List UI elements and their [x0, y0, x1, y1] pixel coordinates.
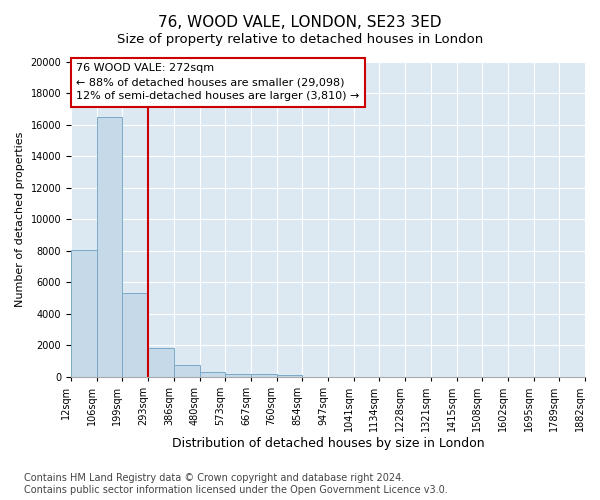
Bar [225, 374, 251, 377]
Bar [174, 365, 200, 377]
Bar [200, 372, 225, 377]
Bar [277, 374, 302, 377]
Y-axis label: Number of detached properties: Number of detached properties [15, 132, 25, 307]
Bar [71, 250, 97, 377]
Bar [97, 116, 122, 377]
Text: 76, WOOD VALE, LONDON, SE23 3ED: 76, WOOD VALE, LONDON, SE23 3ED [158, 15, 442, 30]
Bar [251, 374, 277, 377]
Text: Size of property relative to detached houses in London: Size of property relative to detached ho… [117, 32, 483, 46]
X-axis label: Distribution of detached houses by size in London: Distribution of detached houses by size … [172, 437, 484, 450]
Text: Contains HM Land Registry data © Crown copyright and database right 2024.
Contai: Contains HM Land Registry data © Crown c… [24, 474, 448, 495]
Text: 76 WOOD VALE: 272sqm
← 88% of detached houses are smaller (29,098)
12% of semi-d: 76 WOOD VALE: 272sqm ← 88% of detached h… [76, 63, 359, 101]
Bar [122, 292, 148, 377]
Bar [148, 348, 174, 377]
